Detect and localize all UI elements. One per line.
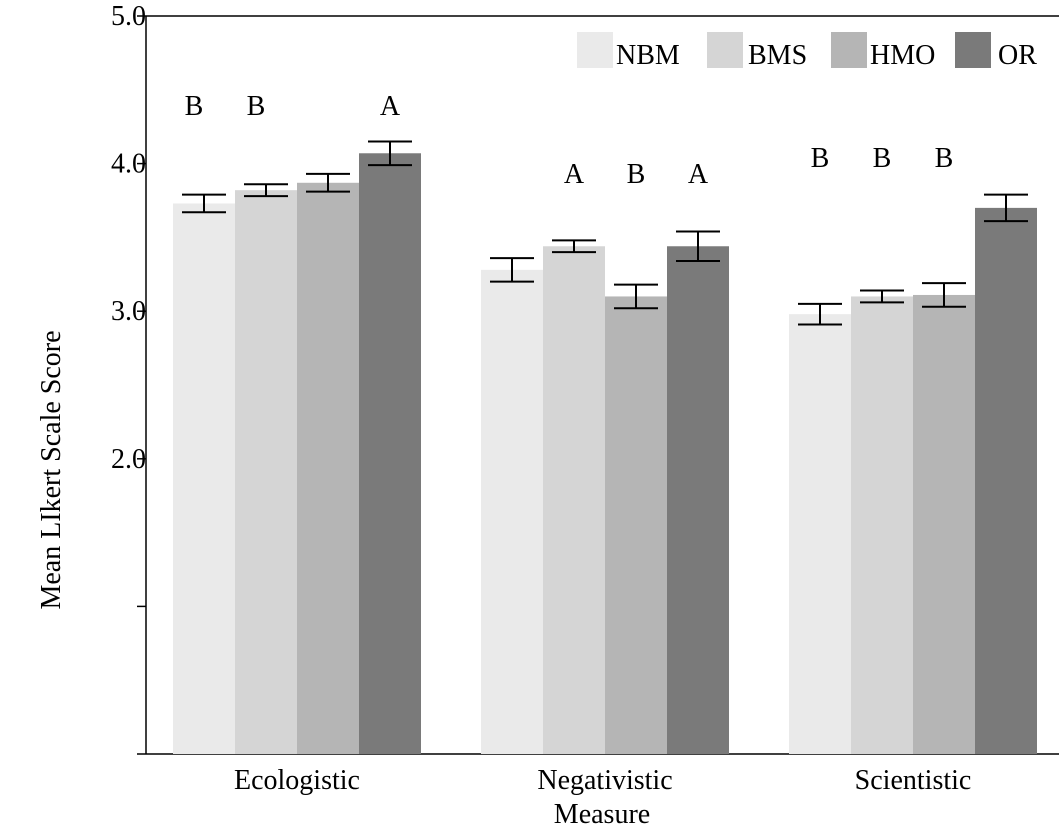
- legend-swatch-hmo: [831, 32, 867, 68]
- error-bars-layer: [182, 140, 1028, 326]
- x-tick-labels-layer: Ecologistic Negativistic Scientistic: [234, 765, 971, 796]
- bar-nbm-negativistic: [481, 269, 543, 754]
- significance-letter: B: [627, 159, 646, 190]
- significance-letters-layer: B B A A B A B B B: [185, 91, 954, 190]
- error-bar-or-negativistic: [676, 230, 720, 263]
- error-bar-nbm-scientistic: [798, 302, 842, 326]
- error-bar-nbm-ecologistic: [182, 193, 226, 214]
- bar-or-scientistic: [975, 207, 1037, 754]
- error-bar-or-ecologistic: [368, 140, 412, 167]
- bar-nbm-ecologistic: [173, 203, 235, 754]
- legend-label-bms: BMS: [748, 40, 807, 71]
- error-bar-hmo-ecologistic: [306, 172, 350, 193]
- bar-hmo-negativistic: [605, 296, 667, 754]
- bar-or-ecologistic: [359, 153, 421, 754]
- error-bar-bms-negativistic: [552, 239, 596, 254]
- bar-hmo-scientistic: [913, 294, 975, 754]
- y-tick-label: 5.0: [111, 1, 146, 32]
- y-ticks-layer: 5.0 4.0 3.0 2.0: [111, 1, 146, 755]
- error-bar-bms-scientistic: [860, 289, 904, 304]
- y-tick-label: 2.0: [111, 444, 146, 475]
- legend-label-hmo: HMO: [870, 40, 935, 71]
- significance-letter: A: [688, 159, 709, 190]
- bar-nbm-scientistic: [789, 314, 851, 754]
- legend-swatch-nbm: [577, 32, 613, 68]
- legend-label-or: OR: [998, 40, 1037, 71]
- significance-letter: B: [873, 143, 892, 174]
- x-axis-label: Measure: [554, 799, 650, 830]
- x-tick-label-negativistic: Negativistic: [537, 765, 672, 796]
- y-tick-label: 4.0: [111, 149, 146, 180]
- error-bar-hmo-negativistic: [614, 283, 658, 310]
- significance-letter: B: [247, 91, 266, 122]
- legend-label-nbm: NBM: [616, 40, 680, 71]
- significance-letter: B: [811, 143, 830, 174]
- significance-letter: B: [935, 143, 954, 174]
- significance-letter: B: [185, 91, 204, 122]
- significance-letter: A: [380, 91, 401, 122]
- bar-or-negativistic: [667, 246, 729, 755]
- error-bar-nbm-negativistic: [490, 257, 534, 283]
- error-bar-bms-ecologistic: [244, 183, 288, 198]
- error-bar-or-scientistic: [984, 193, 1028, 223]
- bar-hmo-ecologistic: [297, 182, 359, 755]
- bar-bms-scientistic: [851, 296, 913, 754]
- legend-swatch-or: [955, 32, 991, 68]
- bars-layer: [173, 153, 1037, 755]
- y-axis-label: Mean LIkert Scale Score: [36, 330, 67, 609]
- bar-bms-negativistic: [543, 246, 605, 755]
- significance-letter: A: [564, 159, 585, 190]
- x-tick-label-ecologistic: Ecologistic: [234, 765, 360, 796]
- bar-bms-ecologistic: [235, 190, 297, 755]
- y-tick-label: 3.0: [111, 296, 146, 327]
- legend-swatch-bms: [707, 32, 743, 68]
- legend: NBM BMS HMO OR: [577, 32, 1037, 71]
- error-bar-hmo-scientistic: [922, 282, 966, 308]
- x-tick-label-scientistic: Scientistic: [855, 765, 972, 796]
